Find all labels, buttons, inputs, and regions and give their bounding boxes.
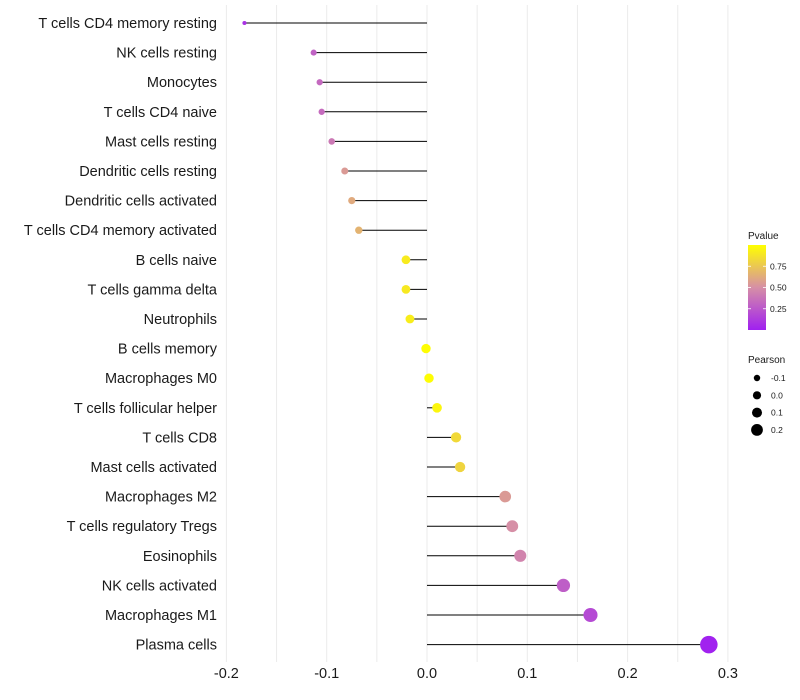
category-label: Monocytes xyxy=(147,75,217,91)
data-point xyxy=(421,343,431,354)
data-point xyxy=(310,49,317,56)
category-label: B cells memory xyxy=(118,342,218,358)
category-label: Dendritic cells resting xyxy=(79,164,217,180)
category-label: Mast cells resting xyxy=(105,134,217,150)
y-axis-labels: T cells CD4 memory resting NK cells resti… xyxy=(24,16,218,654)
size-legend-key xyxy=(753,374,761,382)
points xyxy=(242,20,718,654)
data-point xyxy=(454,461,466,473)
category-label: NK cells activated xyxy=(102,578,217,594)
data-point xyxy=(328,138,336,145)
x-tick-label: 0.3 xyxy=(718,666,738,682)
data-point xyxy=(316,79,323,86)
data-point xyxy=(499,490,512,503)
pvalue-colorbar xyxy=(748,245,766,330)
colorbar-tick-label: 0.75 xyxy=(770,261,787,271)
category-label: T cells CD4 memory resting xyxy=(38,16,217,32)
x-tick-label: 0.2 xyxy=(618,666,638,682)
data-point xyxy=(700,635,718,654)
category-label: Dendritic cells activated xyxy=(65,194,217,210)
data-point xyxy=(583,607,598,623)
data-point xyxy=(424,373,434,383)
data-point xyxy=(405,314,415,324)
category-label: Plasma cells xyxy=(136,638,217,654)
category-label: T cells gamma delta xyxy=(88,282,218,298)
data-point xyxy=(432,402,442,413)
category-label: T cells CD4 naive xyxy=(104,105,217,121)
x-tick-label: 0.1 xyxy=(517,666,537,682)
pearson-legend: Pearson -0.1 0.0 0.1 0.2 xyxy=(748,355,786,436)
category-label: T cells regulatory Tregs xyxy=(67,519,217,535)
colorbar-tick-label: 0.25 xyxy=(770,304,787,314)
gridlines xyxy=(225,5,729,662)
size-legend-key xyxy=(751,423,763,436)
x-tick-label: -0.2 xyxy=(214,666,239,682)
data-point xyxy=(242,20,247,26)
category-label: B cells naive xyxy=(136,253,217,269)
data-point xyxy=(506,520,519,533)
category-label: T cells CD4 memory activated xyxy=(24,223,217,239)
category-label: Eosinophils xyxy=(143,549,217,565)
category-label: Macrophages M2 xyxy=(105,490,217,506)
category-label: T cells follicular helper xyxy=(74,401,217,417)
plot-area: T cells CD4 memory resting NK cells resti… xyxy=(24,5,738,682)
category-label: NK cells resting xyxy=(116,46,217,62)
size-legend-label: 0.0 xyxy=(771,390,783,400)
x-axis-ticks: -0.2 -0.1 0.0 0.1 0.2 0.3 xyxy=(214,666,738,682)
stems xyxy=(244,22,709,646)
data-point xyxy=(401,255,411,265)
data-point xyxy=(556,578,571,593)
pvalue-legend-title: Pvalue xyxy=(748,231,779,242)
colorbar-tick-label: 0.50 xyxy=(770,283,787,293)
size-legend-label: 0.2 xyxy=(771,425,783,435)
data-point xyxy=(355,226,363,234)
data-point xyxy=(318,108,325,115)
size-legend-key xyxy=(751,407,763,418)
data-point xyxy=(450,432,462,443)
size-legend-label: 0.1 xyxy=(771,408,783,418)
data-point xyxy=(348,197,356,205)
pearson-legend-title: Pearson xyxy=(748,355,785,366)
data-point xyxy=(514,549,527,562)
category-label: Neutrophils xyxy=(144,312,217,328)
size-legend-label: -0.1 xyxy=(771,373,786,383)
category-label: Macrophages M0 xyxy=(105,371,217,387)
category-label: Mast cells activated xyxy=(90,460,217,476)
data-point xyxy=(401,285,411,294)
category-label: Macrophages M1 xyxy=(105,608,217,624)
data-point xyxy=(341,167,349,175)
x-tick-label: 0.0 xyxy=(417,666,437,682)
x-tick-label: -0.1 xyxy=(314,666,339,682)
category-label: T cells CD8 xyxy=(142,430,217,446)
pvalue-legend: Pvalue 0.25 0.50 0.75 xyxy=(748,231,787,330)
size-legend-key xyxy=(752,391,762,400)
